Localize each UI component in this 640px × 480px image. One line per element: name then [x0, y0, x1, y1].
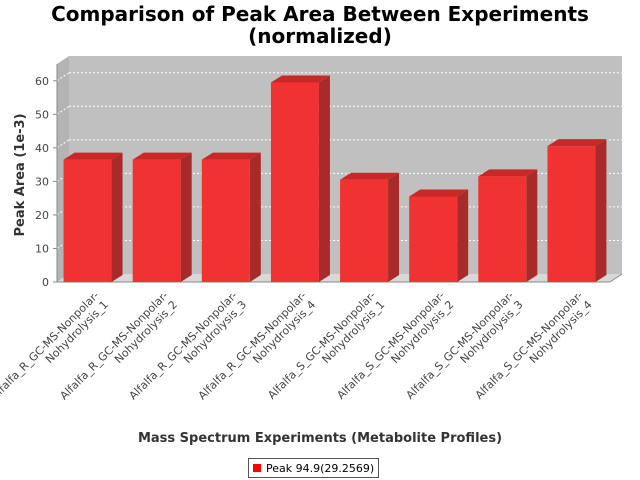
y-tick-label: 10	[35, 242, 49, 255]
bar-top	[132, 152, 192, 160]
bar	[340, 172, 400, 282]
bar-front	[547, 146, 596, 282]
y-tick-label: 40	[35, 142, 49, 155]
bar-front	[340, 179, 389, 282]
gridline	[56, 72, 70, 82]
legend-label: Peak 94.9(29.2569)	[266, 461, 375, 475]
x-tick-label-line: Alfalfa_R_GC-MS-Nonpolar-	[0, 289, 102, 402]
chart-subtitle: (normalized)	[248, 24, 392, 48]
y-tick-label: 60	[35, 75, 49, 88]
bar-side	[318, 75, 330, 282]
x-tick-label: Alfalfa_R_GC-MS-Nonpolar-Nohydrolysis_1	[0, 289, 111, 412]
bar-side	[249, 152, 261, 282]
bar-side	[388, 172, 400, 282]
bar-top	[547, 139, 607, 147]
bar-side	[526, 169, 538, 282]
gridline	[56, 139, 70, 149]
bar-side	[180, 152, 192, 282]
bar-top	[270, 75, 330, 83]
y-axis-label: Peak Area (1e-3)	[13, 113, 28, 236]
y-tick-label: 50	[35, 108, 49, 121]
bar-side	[595, 139, 607, 282]
bar	[409, 189, 469, 282]
bar	[478, 169, 538, 282]
bar-top	[63, 152, 123, 160]
x-axis-labels: Alfalfa_R_GC-MS-Nonpolar-Nohydrolysis_1A…	[0, 289, 595, 412]
y-axis: 0 10 20 30 40 50 60	[35, 64, 58, 289]
bar-front	[270, 82, 319, 282]
bar-top	[201, 152, 261, 160]
bar	[132, 152, 192, 282]
legend: Peak 94.9(29.2569)	[248, 458, 380, 478]
x-axis-label: Mass Spectrum Experiments (Metabolite Pr…	[137, 431, 503, 446]
bar-side	[111, 152, 123, 282]
bar-top	[340, 172, 400, 180]
bar-top	[478, 169, 538, 177]
bar	[201, 152, 261, 282]
legend-swatch	[253, 464, 261, 472]
bar	[547, 139, 607, 282]
bar-front	[201, 159, 250, 282]
y-tick-label: 30	[35, 175, 49, 188]
bar-front	[63, 159, 112, 282]
bar-front	[132, 159, 181, 282]
chart-title: Comparison of Peak Area Between Experime…	[51, 2, 589, 26]
bar-front	[478, 176, 527, 282]
x-axis-line	[609, 273, 623, 283]
y-tick-label: 20	[35, 209, 49, 222]
bars	[63, 75, 607, 282]
bar	[270, 75, 330, 282]
bar-side	[457, 189, 469, 282]
bar-front	[409, 196, 458, 282]
y-tick-label: 0	[42, 276, 49, 289]
gridline	[56, 105, 70, 115]
bar-top	[409, 189, 469, 197]
bar	[63, 152, 123, 282]
